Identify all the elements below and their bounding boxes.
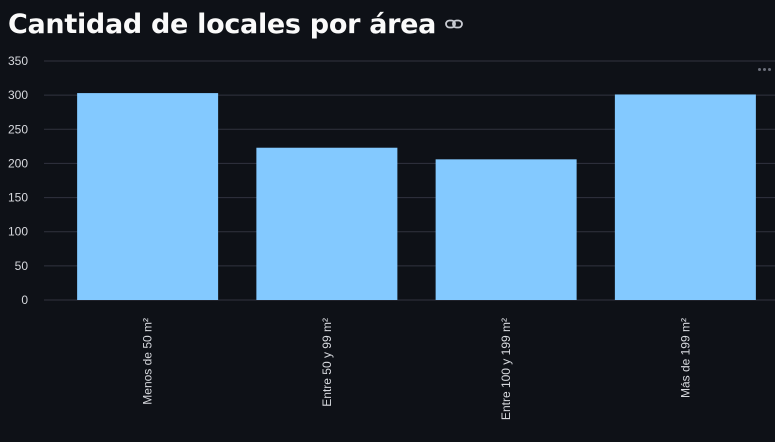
x-tick-label: Menos de 50 m² [141,318,155,405]
bar [77,93,219,300]
more-horizontal-icon[interactable] [758,64,774,74]
bar [435,159,577,300]
x-tick-label: Más de 199 m² [678,318,692,398]
page-title: Cantidad de locales por área [8,8,437,40]
y-tick-label: 150 [8,191,28,205]
y-tick-label: 350 [8,54,28,68]
bar-chart: 0 50 100 150 200 250 300 350 Menos de 50 m² Entre… [8,54,775,420]
chart-header: Cantidad de locales por área [8,6,464,42]
y-tick-label: 250 [8,122,28,136]
y-tick-label: 200 [8,156,28,170]
bar [614,94,756,301]
bar [256,147,398,300]
y-tick-label: 100 [8,225,28,239]
x-tick-label: Entre 50 y 99 m² [320,318,334,407]
link-icon[interactable] [444,14,464,34]
y-tick-label: 50 [15,259,29,273]
y-tick-label: 0 [21,293,28,307]
x-tick-label: Entre 100 y 199 m² [499,318,513,420]
y-tick-label: 300 [8,88,28,102]
